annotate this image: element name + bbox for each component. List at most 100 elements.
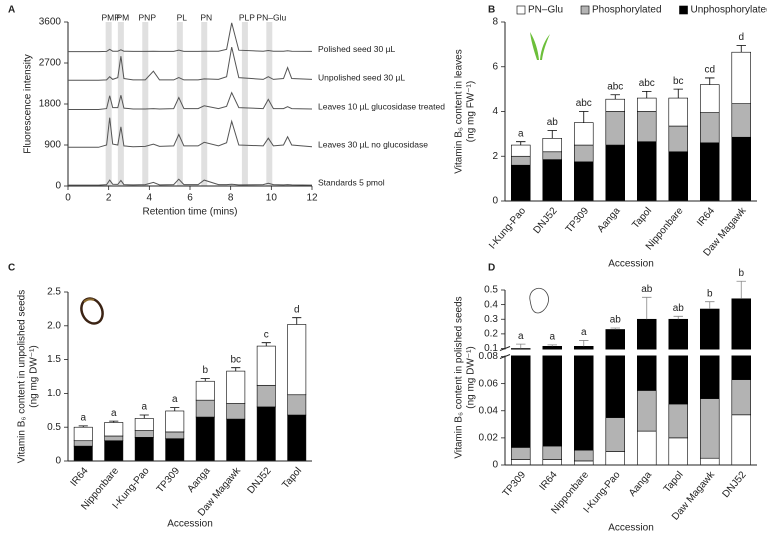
panel-letter: A (8, 5, 15, 16)
trace-label: Polished seed 30 µL (318, 44, 395, 54)
bar-segment (542, 445, 562, 460)
error-bar (705, 77, 715, 85)
bar-segment (542, 346, 562, 447)
bar-segment (195, 380, 215, 401)
axis-break-marks (499, 346, 511, 359)
legend-swatch (679, 5, 688, 15)
error-bar (516, 141, 526, 146)
bar-segment (573, 161, 594, 202)
bar-segment (226, 370, 246, 404)
bar-segment (195, 416, 215, 462)
trace-label: Unpolished seed 30 µL (318, 73, 405, 83)
peak-band (201, 22, 208, 186)
x-tick-label: 2 (106, 193, 112, 204)
y-tick-label: 2.5 (47, 287, 61, 298)
y-tick-label: 6 (492, 61, 498, 72)
bar-segment (510, 459, 531, 466)
bar-segment (542, 159, 562, 202)
peak-band (142, 22, 149, 186)
significance-letter: d (294, 304, 300, 315)
error-bar (200, 378, 210, 382)
significance-letter: a (518, 128, 524, 139)
y-tick-label: 3600 (39, 17, 62, 28)
polished-seed-icon (529, 287, 549, 314)
bar-segment (636, 111, 657, 143)
bar-segment (699, 142, 720, 202)
bar-segment (287, 414, 307, 462)
error-bar (673, 315, 683, 320)
bar-segment (731, 103, 751, 138)
error-bar (610, 327, 620, 330)
peak-band (176, 22, 183, 186)
bar-segment (165, 431, 185, 439)
y-tick-label: 2700 (39, 58, 62, 69)
y-tick-label: 900 (44, 140, 61, 151)
bar-segment (699, 398, 720, 459)
significance-letter: bc (673, 76, 684, 87)
trace (68, 91, 313, 110)
error-bar (610, 94, 620, 100)
significance-letter: abc (607, 81, 623, 92)
bar-segment (73, 440, 93, 447)
legend-swatch (516, 5, 526, 15)
x-tick-label: 10 (266, 193, 278, 204)
y-tick-label: 0.3 (484, 314, 498, 325)
x-axis-title: Retention time (mins) (142, 207, 237, 218)
error-bar (109, 420, 119, 423)
trace-label: Leaves 10 µL glucosidase treated (318, 102, 445, 112)
y-tick-label: 1.5 (47, 354, 61, 365)
y-tick-label: 8 (492, 17, 498, 28)
bar-segment (605, 451, 625, 466)
bar-segment (195, 399, 215, 418)
bar-segment (605, 144, 625, 202)
bar-segment (605, 111, 625, 146)
bar-segment (636, 141, 657, 202)
error-bar (547, 344, 557, 347)
significance-letter: ab (547, 117, 559, 128)
error-bar (231, 367, 241, 372)
peak-band (105, 22, 112, 186)
x-tick-label: 6 (187, 193, 193, 204)
peak-label: PNP (139, 12, 157, 22)
y-tick-label: 0.04 (479, 405, 499, 416)
significance-letter: a (141, 402, 147, 413)
y-tick-label: 2 (492, 151, 498, 162)
y-axis-title: (ng mg FW⁻¹) (466, 81, 477, 142)
seed-icon (80, 297, 104, 325)
trace (68, 22, 313, 53)
error-bar (516, 343, 526, 349)
y-tick-label: 0.5 (47, 422, 61, 433)
bar-segment (668, 437, 688, 466)
y-tick-label: 0 (492, 460, 498, 471)
significance-letter: abc (639, 78, 655, 89)
bar-segment (134, 437, 154, 462)
legend-swatch (580, 5, 590, 15)
bar-segment (573, 449, 594, 462)
bar-segment (510, 144, 531, 157)
significance-letter: a (581, 327, 587, 338)
bar-segment (573, 460, 594, 466)
bar-segment (287, 324, 307, 396)
bar-segment (605, 98, 625, 112)
bar-segment (134, 430, 154, 438)
y-tick-label: 0 (492, 196, 498, 207)
error-bar (292, 317, 302, 325)
peak-label: PL (177, 12, 188, 22)
y-tick-label: 0 (55, 181, 61, 192)
bar-segment (605, 329, 625, 418)
y-axis-title: Vitamin B₆ content in unpolished seeds (17, 290, 28, 463)
bar-segment (731, 414, 751, 466)
error-bar (736, 280, 746, 299)
significance-letter: ab (641, 284, 653, 295)
peak-label: PMP (101, 12, 120, 22)
legend-label: PN–Glu (528, 5, 563, 16)
bar-segment (668, 403, 688, 439)
bar-segment (510, 155, 531, 166)
bar-segment (510, 164, 531, 202)
bar-segment (287, 394, 307, 416)
significance-letter: a (80, 412, 86, 423)
bar-segment (668, 318, 688, 405)
y-tick-label: 0.4 (484, 299, 498, 310)
error-bar (642, 90, 652, 99)
bar-segment (104, 435, 124, 442)
